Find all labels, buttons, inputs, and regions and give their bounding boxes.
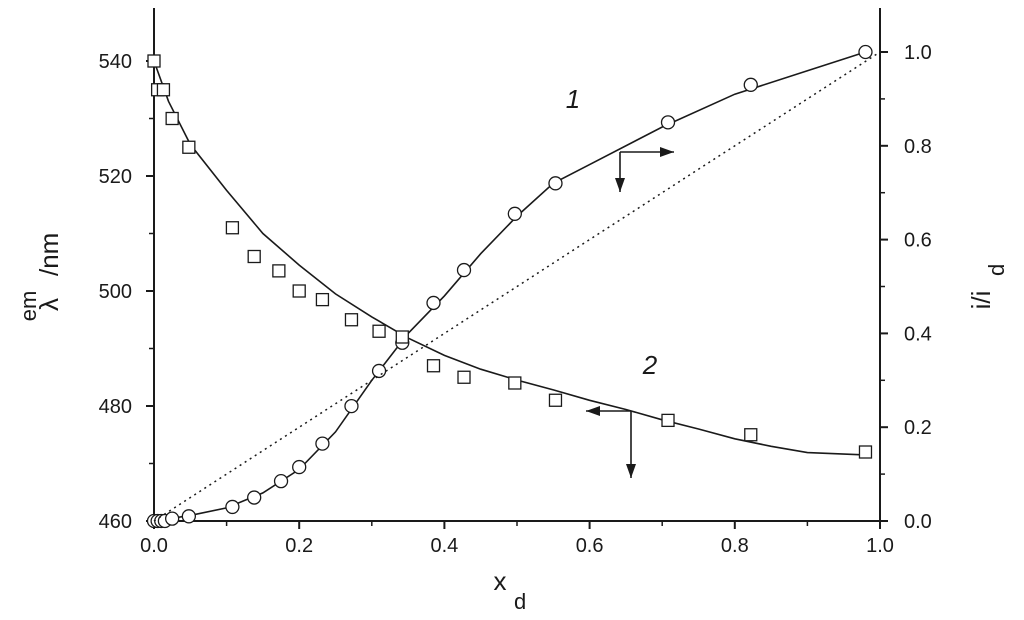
curve2-left-arrow-head — [586, 406, 600, 416]
left-tick-label: 480 — [99, 396, 132, 418]
axes: 0.0 0.2 0.4 0.6 0.8 1.0 460 480 500 520 540 0.0 0.2 0… — [99, 8, 932, 557]
x-tick-label: 0.2 — [285, 535, 313, 557]
left-tick-label: 460 — [99, 511, 132, 533]
data-point-circle — [344, 398, 359, 414]
data-point-circle — [660, 115, 676, 130]
right-tick-label: 0.2 — [904, 417, 932, 439]
data-point-square — [661, 413, 675, 428]
right-axis-label: i/i — [966, 291, 996, 310]
right-tick-label: 0.6 — [904, 230, 932, 252]
left-tick-label: 500 — [99, 281, 132, 303]
left-tick-label: 520 — [99, 166, 132, 188]
x-tick-label: 0.8 — [721, 535, 749, 557]
curve-label-2: 2 — [642, 350, 658, 380]
data-point-square — [548, 393, 563, 407]
right-tick-label: 1.0 — [904, 42, 932, 64]
data-point-square — [182, 140, 196, 154]
data-point-circle — [273, 473, 289, 489]
data-point-square — [858, 445, 873, 459]
axis-labels: x d λ /nm em i/i d 1 2 — [16, 84, 1009, 614]
left-axis-superscript: em — [16, 291, 41, 322]
data-point-square — [508, 376, 522, 390]
data-point-square — [395, 330, 409, 344]
right-tick-label: 0.0 — [904, 511, 932, 533]
data-point-square — [156, 83, 171, 97]
right-axis-label-subscript: d — [984, 264, 1009, 276]
data-point-square — [225, 221, 240, 235]
data-point-square — [426, 359, 441, 373]
data-point-circle — [743, 77, 758, 92]
data-point-square — [372, 324, 386, 338]
right-tick-label: 0.4 — [904, 323, 932, 345]
curve1-down-arrow-head — [615, 178, 625, 192]
data-point-circle — [292, 459, 307, 475]
left-axis-unit: /nm — [34, 233, 64, 276]
data-point-circle — [426, 295, 441, 311]
left-tick-label: 540 — [99, 51, 132, 73]
curve-label-1: 1 — [566, 84, 580, 114]
x-tick-label: 1.0 — [866, 535, 894, 557]
data-point-square — [344, 313, 359, 327]
x-tick-label: 0.4 — [430, 535, 458, 557]
data-point-square — [247, 249, 261, 264]
curve1-down-arrow — [615, 152, 625, 192]
data-point-circle — [164, 511, 180, 526]
right-tick-label: 0.8 — [904, 136, 932, 158]
data-point-square — [315, 292, 330, 307]
data-point-circle — [315, 436, 330, 451]
data-point-circle — [548, 176, 563, 191]
x-axis-label: x — [494, 566, 507, 596]
data-point-circle — [507, 206, 522, 221]
x-tick-label: 0.0 — [140, 535, 168, 557]
data-point-circle — [225, 499, 240, 515]
fit-curve-2 — [153, 60, 866, 456]
curve1-right-arrow-head — [660, 147, 674, 157]
data-point-square — [457, 370, 471, 384]
curve2-down-arrow — [626, 411, 636, 478]
data-point-circle — [247, 490, 262, 505]
data-point-circle — [858, 44, 873, 60]
curve2-down-arrow-head — [626, 464, 636, 478]
data-point-square — [147, 54, 161, 68]
diagonal-reference-line — [153, 51, 881, 522]
data-point-circle — [181, 509, 196, 524]
curve2-left-arrow — [586, 406, 631, 416]
data-point-circle — [371, 363, 387, 379]
x-tick-label: 0.6 — [576, 535, 604, 557]
data-point-square — [272, 264, 286, 278]
fit-curve-1 — [153, 51, 866, 522]
plot-area — [146, 44, 881, 529]
x-axis-label-subscript: d — [514, 589, 526, 614]
data-point-circle — [456, 262, 472, 278]
data-point-square — [744, 428, 758, 442]
data-point-square — [165, 111, 179, 126]
curve1-right-arrow — [620, 147, 674, 157]
left-axis-symbol: λ — [34, 298, 64, 311]
data-point-square — [292, 284, 306, 298]
